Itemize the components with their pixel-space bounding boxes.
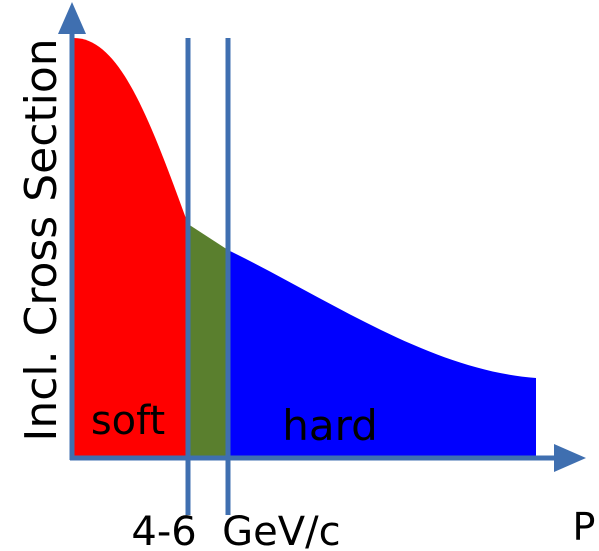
soft-region <box>74 38 188 458</box>
x-axis-arrow-icon <box>554 444 586 472</box>
hard-label: hard <box>282 401 378 450</box>
transition-region <box>188 224 228 458</box>
x-axis-label: P <box>573 505 596 549</box>
soft-label: soft <box>91 398 165 444</box>
hard-region <box>228 250 536 458</box>
boundary-label: 4-6 GeV/c <box>131 509 340 551</box>
y-axis-arrow-icon <box>58 2 86 34</box>
y-axis-label: Incl. Cross Section <box>16 38 67 441</box>
